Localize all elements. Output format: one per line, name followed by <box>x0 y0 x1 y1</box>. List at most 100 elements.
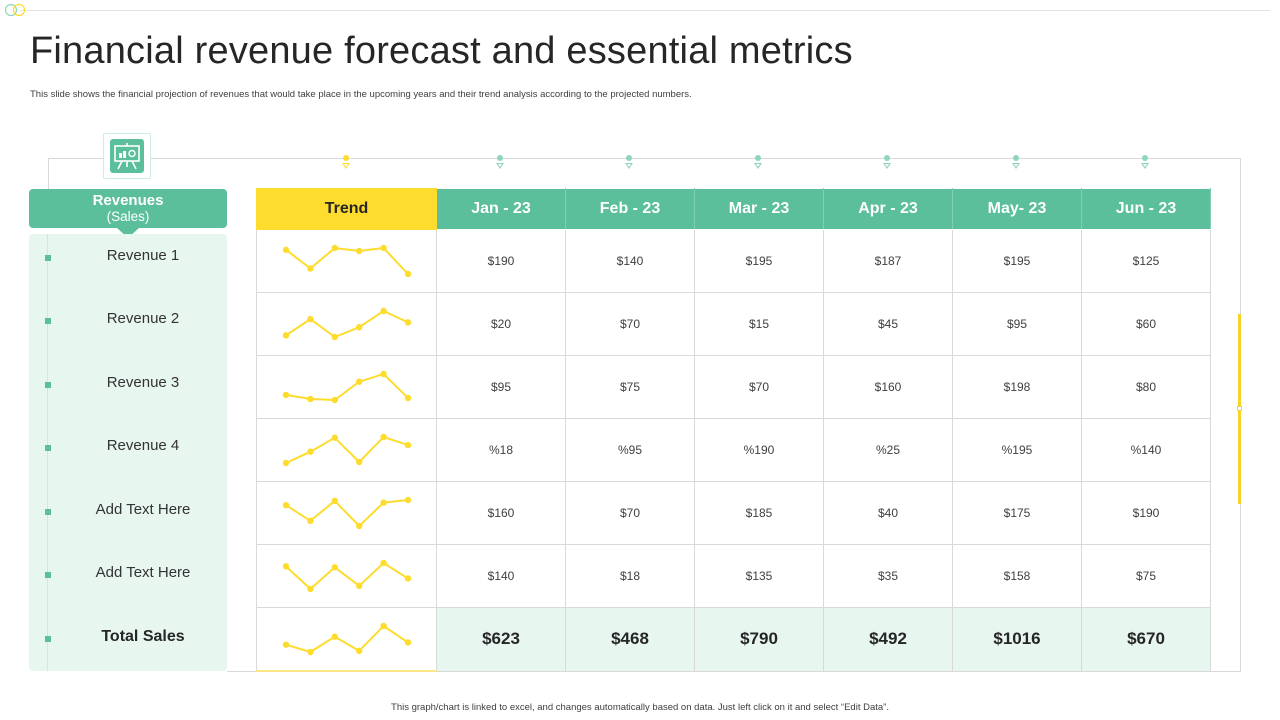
frame-left-line <box>48 158 49 190</box>
sidebar-row-total-sales: Total Sales <box>29 610 227 673</box>
column-pin <box>624 155 634 169</box>
table-row: $20 $70 $15 $45 $95 $60 <box>256 292 1211 356</box>
sparkline-line <box>284 246 409 275</box>
sparkline-point <box>282 246 289 254</box>
page-subtitle: This slide shows the financial projectio… <box>30 89 692 100</box>
total-cell: $623 <box>436 607 566 672</box>
sparkline-line <box>284 309 408 339</box>
revenues-header-subtitle: (Sales) <box>106 209 150 224</box>
month-header: Jun - 23 <box>1081 188 1211 230</box>
sparkline-point <box>282 332 289 339</box>
table-cell: %190 <box>694 418 824 482</box>
header-notch <box>117 228 139 238</box>
total-cell: $492 <box>823 607 953 672</box>
trend-sparkline <box>256 229 437 293</box>
sparkline-svg <box>282 244 411 278</box>
table-cell: $175 <box>952 481 1082 545</box>
total-cell: $670 <box>1081 607 1211 672</box>
sidebar-row-revenue-1: Revenue 1 <box>29 229 227 292</box>
sparkline-svg <box>282 559 411 593</box>
sparkline-point <box>282 502 289 509</box>
bullet-icon <box>45 445 51 451</box>
sparkline-point <box>282 641 289 648</box>
column-pin-trend <box>341 155 351 169</box>
footer-note: This graph/chart is linked to excel, and… <box>391 702 889 713</box>
month-header: May- 23 <box>952 188 1082 230</box>
sparkline-point <box>404 575 411 582</box>
column-pin <box>1140 155 1150 169</box>
table-cell: $125 <box>1081 229 1211 293</box>
trend-sparkline <box>256 418 437 482</box>
sparkline-svg <box>282 496 411 530</box>
sparkline-point <box>355 324 362 331</box>
total-cell: $1016 <box>952 607 1082 672</box>
table-cell: $95 <box>436 355 566 419</box>
table-cell: %95 <box>565 418 695 482</box>
frame-bottom-line <box>227 671 1241 672</box>
sparkline-svg <box>282 370 411 404</box>
column-pin <box>753 155 763 169</box>
sparkline-point <box>331 434 338 441</box>
table-cell: $35 <box>823 544 953 608</box>
column-pin <box>495 155 505 169</box>
sparkline-point <box>404 270 411 278</box>
revenues-header: Revenues (Sales) <box>29 189 227 238</box>
total-sales-row: $623 $468 $790 $492 $1016 $670 <box>256 607 1211 672</box>
sparkline-point <box>331 333 338 341</box>
table-cell: $75 <box>565 355 695 419</box>
month-header: Apr - 23 <box>823 188 953 230</box>
table-cell: $40 <box>823 481 953 545</box>
table-cell: $195 <box>952 229 1082 293</box>
table-cell: $140 <box>565 229 695 293</box>
table-cell: %18 <box>436 418 566 482</box>
table-row: %18 %95 %190 %25 %195 %140 <box>256 418 1211 482</box>
sparkline-point <box>282 459 289 467</box>
presentation-board-icon-box <box>103 133 151 179</box>
sparkline-line <box>285 435 408 464</box>
sparkline-point <box>331 244 338 252</box>
total-cell: $790 <box>694 607 824 672</box>
row-label: Add Text Here <box>95 501 191 518</box>
bullet-icon <box>45 382 51 388</box>
sparkline-svg <box>282 622 411 656</box>
sparkline-point <box>379 307 387 315</box>
sparkline-point <box>404 496 411 504</box>
sparkline-point <box>379 622 387 630</box>
table-cell: $135 <box>694 544 824 608</box>
table-cell: $60 <box>1081 292 1211 356</box>
table-cell: $45 <box>823 292 953 356</box>
table-cell: $75 <box>1081 544 1211 608</box>
table-cell: $190 <box>436 229 566 293</box>
table-cell: $15 <box>694 292 824 356</box>
table-cell: $158 <box>952 544 1082 608</box>
page-title: Financial revenue forecast and essential… <box>30 30 853 72</box>
sparkline-point <box>379 499 387 506</box>
frame-top-line <box>48 158 1241 159</box>
presentation-board-icon <box>110 139 144 173</box>
sidebar-row-add-text-1: Add Text Here <box>29 483 227 546</box>
bullet-icon <box>45 318 51 324</box>
sparkline-line <box>285 624 409 654</box>
sparkline-point <box>331 497 338 505</box>
table-cell: $18 <box>565 544 695 608</box>
table-cell: $160 <box>436 481 566 545</box>
bullet-icon <box>45 636 51 642</box>
table-cell: $185 <box>694 481 824 545</box>
sparkline-point <box>379 559 387 567</box>
table-cell: $195 <box>694 229 824 293</box>
sparkline-point <box>306 315 314 323</box>
side-accent-knob <box>1237 406 1242 411</box>
sparkline-point <box>355 247 362 255</box>
sparkline-point <box>355 458 362 466</box>
sparkline-line <box>284 499 408 528</box>
sidebar-row-revenue-3: Revenue 3 <box>29 356 227 419</box>
forecast-table: Trend Jan - 23 Feb - 23 Mar - 23 Apr - 2… <box>256 188 1211 672</box>
sparkline-point <box>404 441 411 449</box>
sidebar-row-add-text-2: Add Text Here <box>29 546 227 609</box>
sparkline-point <box>331 396 338 404</box>
table-cell: $70 <box>694 355 824 419</box>
sparkline-point <box>282 563 289 570</box>
sparkline-point <box>404 319 411 326</box>
sidebar-row-revenue-4: Revenue 4 <box>29 419 227 482</box>
row-label: Add Text Here <box>95 564 191 581</box>
